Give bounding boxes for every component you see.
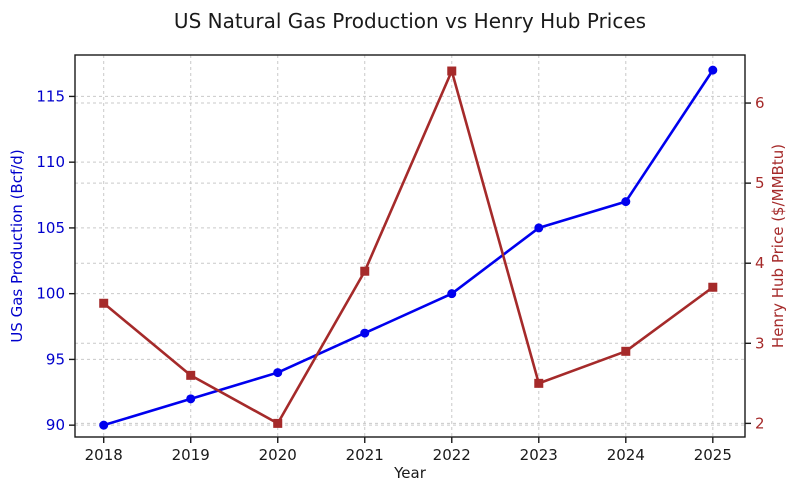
right-tick-label: 5 <box>755 174 765 192</box>
chart-title: US Natural Gas Production vs Henry Hub P… <box>173 9 647 33</box>
left-tick-label: 95 <box>46 350 65 368</box>
production-data-point <box>534 223 544 233</box>
x-axis-label: Year <box>394 464 426 482</box>
production-data-point <box>99 420 109 430</box>
production-line <box>103 69 714 427</box>
production-data-point <box>186 394 196 404</box>
x-tick-label: 2021 <box>346 446 384 464</box>
x-tick-label: 2020 <box>259 446 297 464</box>
x-tick-label: 2024 <box>607 446 645 464</box>
left-tick-label: 100 <box>36 285 65 303</box>
right-tick-label: 2 <box>755 414 765 432</box>
plot-frame <box>74 54 746 438</box>
production-data-point <box>621 197 631 207</box>
left-tick-label: 115 <box>36 87 65 105</box>
price-data-point <box>534 378 544 388</box>
right-tick-label: 6 <box>755 94 765 112</box>
right-tick-label: 4 <box>755 254 765 272</box>
x-tick-label: 2019 <box>172 446 210 464</box>
price-data-point <box>99 298 109 308</box>
price-data-point <box>621 346 631 356</box>
left-tick-label: 90 <box>46 416 65 434</box>
production-data-point <box>360 328 370 338</box>
left-tick-label: 105 <box>36 219 65 237</box>
left-tick-label: 110 <box>36 153 65 171</box>
x-tick-label: 2025 <box>694 446 732 464</box>
x-tick-label: 2018 <box>85 446 123 464</box>
right-tick-label: 3 <box>755 334 765 352</box>
price-data-point <box>186 370 196 380</box>
price-line <box>102 69 714 425</box>
production-data-point <box>273 368 283 378</box>
x-tick-label: 2022 <box>433 446 471 464</box>
x-tick-label: 2023 <box>520 446 558 464</box>
production-data-point <box>708 65 718 75</box>
price-data-point <box>447 66 457 76</box>
price-data-point <box>273 418 283 428</box>
price-data-point <box>360 266 370 276</box>
production-data-point <box>447 289 457 299</box>
price-data-point <box>708 282 718 292</box>
